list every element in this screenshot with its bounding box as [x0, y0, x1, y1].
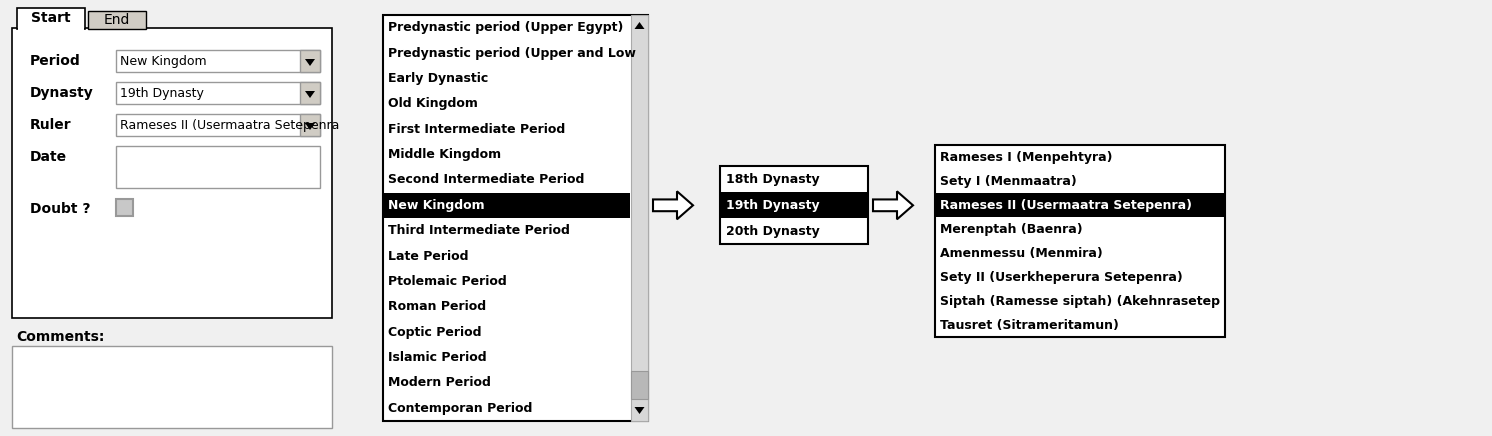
Bar: [116, 199, 133, 216]
Text: Roman Period: Roman Period: [388, 300, 486, 313]
Text: Doubt ?: Doubt ?: [30, 202, 91, 216]
Text: Modern Period: Modern Period: [388, 376, 491, 389]
Bar: [12, 28, 333, 318]
Text: Second Intermediate Period: Second Intermediate Period: [388, 174, 585, 187]
Polygon shape: [634, 407, 645, 414]
Text: Start: Start: [31, 11, 70, 25]
Text: Third Intermediate Period: Third Intermediate Period: [388, 224, 570, 237]
Text: End: End: [104, 13, 130, 27]
Text: Middle Kingdom: Middle Kingdom: [388, 148, 501, 161]
Bar: [383, 193, 630, 218]
Polygon shape: [304, 91, 315, 98]
Text: 18th Dynasty: 18th Dynasty: [727, 173, 819, 186]
Bar: [935, 193, 1223, 217]
Text: Islamic Period: Islamic Period: [388, 351, 486, 364]
Bar: [935, 145, 1225, 337]
Bar: [88, 11, 146, 29]
Text: Ruler: Ruler: [30, 118, 72, 132]
Text: Merenptah (Baenra): Merenptah (Baenra): [940, 223, 1083, 236]
Text: Dynasty: Dynasty: [30, 86, 94, 100]
Polygon shape: [653, 191, 692, 219]
Text: Contemporan Period: Contemporan Period: [388, 402, 533, 415]
Text: 20th Dynasty: 20th Dynasty: [727, 225, 819, 238]
Text: Comments:: Comments:: [16, 330, 104, 344]
Bar: [16, 8, 85, 29]
Text: Rameses II (Usermaatra Setepenra): Rameses II (Usermaatra Setepenra): [940, 199, 1192, 212]
Text: 19th Dynasty: 19th Dynasty: [119, 86, 204, 99]
Text: Sety I (Menmaatra): Sety I (Menmaatra): [940, 175, 1077, 188]
Text: Predynastic period (Upper and Low: Predynastic period (Upper and Low: [388, 47, 636, 60]
Bar: [116, 146, 319, 188]
Text: Rameses I (Menpehtyra): Rameses I (Menpehtyra): [940, 151, 1113, 164]
Bar: [300, 50, 319, 72]
Text: Sety II (Userkheperura Setepenra): Sety II (Userkheperura Setepenra): [940, 271, 1183, 284]
Text: Predynastic period (Upper Egypt): Predynastic period (Upper Egypt): [388, 21, 624, 34]
Bar: [116, 82, 319, 104]
Text: 19th Dynasty: 19th Dynasty: [727, 199, 819, 212]
Text: Tausret (Sitrameritamun): Tausret (Sitrameritamun): [940, 319, 1119, 332]
Bar: [383, 15, 648, 421]
Bar: [631, 15, 648, 421]
Text: Old Kingdom: Old Kingdom: [388, 97, 477, 110]
Bar: [300, 82, 319, 104]
Text: First Intermediate Period: First Intermediate Period: [388, 123, 565, 136]
Bar: [116, 50, 319, 72]
Bar: [18, 28, 84, 31]
Text: Amenmessu (Menmira): Amenmessu (Menmira): [940, 247, 1103, 260]
Text: Early Dynastic: Early Dynastic: [388, 72, 488, 85]
Text: Rameses II (Usermaatra Setepenra: Rameses II (Usermaatra Setepenra: [119, 119, 339, 132]
Text: Ptolemaic Period: Ptolemaic Period: [388, 275, 507, 288]
Polygon shape: [634, 22, 645, 29]
Text: Coptic Period: Coptic Period: [388, 326, 482, 339]
Polygon shape: [304, 59, 315, 66]
Polygon shape: [304, 123, 315, 130]
Text: Siptah (Ramesse siptah) (Akehnrasetep: Siptah (Ramesse siptah) (Akehnrasetep: [940, 295, 1220, 308]
Bar: [721, 192, 867, 218]
Polygon shape: [873, 191, 913, 219]
Bar: [721, 166, 868, 244]
Text: Date: Date: [30, 150, 67, 164]
Text: Period: Period: [30, 54, 81, 68]
Bar: [12, 346, 333, 428]
Text: New Kingdom: New Kingdom: [119, 54, 206, 68]
Text: New Kingdom: New Kingdom: [388, 199, 485, 212]
Bar: [631, 371, 648, 399]
Text: Late Period: Late Period: [388, 249, 468, 262]
Bar: [300, 114, 319, 136]
Bar: [116, 114, 319, 136]
